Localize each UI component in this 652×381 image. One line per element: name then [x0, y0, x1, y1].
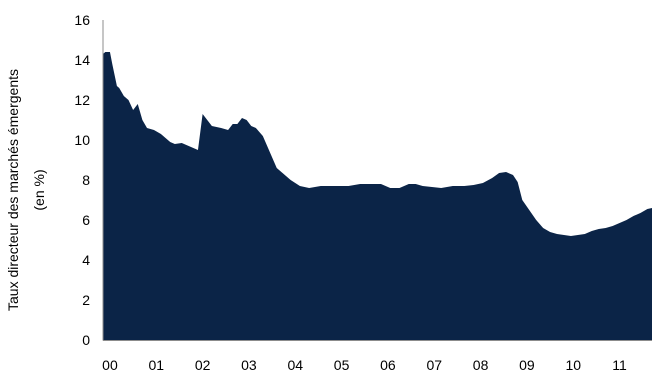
- y-tick-label: 10: [74, 132, 90, 148]
- y-tick-label: 4: [82, 252, 90, 268]
- x-tick-label: 09: [519, 357, 535, 373]
- y-tick-label: 2: [82, 292, 90, 308]
- x-tick-label: 11: [612, 357, 627, 373]
- y-tick-labels: 0 2 4 6 8 10 12 14 16: [74, 12, 90, 348]
- y-tick-label: 12: [74, 92, 90, 108]
- y-tick-label: 16: [74, 12, 90, 28]
- y-tick-label: 6: [82, 212, 90, 228]
- x-tick-labels: 00 01 02 03 04 05 06 07 08 09 10 11: [102, 357, 627, 373]
- y-axis-title-line1: Taux directeur des marchés émergents: [5, 69, 21, 311]
- axes: [102, 20, 652, 341]
- x-tick-label: 05: [334, 357, 350, 373]
- plot-area: [103, 52, 652, 340]
- y-tick-label: 8: [82, 172, 90, 188]
- x-tick-label: 07: [426, 357, 442, 373]
- x-tick-label: 03: [241, 357, 257, 373]
- y-axis-title-line2: (en %): [31, 169, 47, 210]
- x-tick-label: 04: [287, 357, 303, 373]
- y-tick-label: 14: [74, 52, 90, 68]
- x-tick-label: 00: [102, 357, 118, 373]
- y-tick-label: 0: [82, 332, 90, 348]
- x-tick-label: 01: [148, 357, 164, 373]
- x-tick-label: 06: [380, 357, 396, 373]
- area-series-0: [103, 52, 652, 340]
- x-tick-label: 08: [473, 357, 489, 373]
- x-tick-label: 02: [195, 357, 211, 373]
- y-axis-title: Taux directeur des marchés émergents (en…: [5, 69, 47, 311]
- x-tick-label: 10: [565, 357, 581, 373]
